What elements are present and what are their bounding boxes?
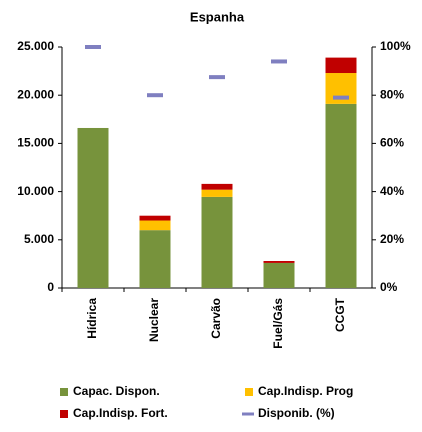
legend-marker (245, 388, 253, 396)
bar-segment (139, 215, 171, 221)
chart-title: Espanha (190, 9, 245, 24)
legend-label: Cap.Indisp. Prog (258, 384, 353, 398)
legend-label: Capac. Dispon. (73, 384, 160, 398)
legend-marker (60, 388, 68, 396)
y2-tick-label: 80% (380, 87, 404, 101)
x-tick-label: CCGT (333, 297, 347, 332)
y2-tick-label: 20% (380, 232, 404, 246)
bar-segment (139, 220, 171, 231)
legend-label: Disponib. (%) (258, 406, 335, 420)
x-tick-label: Nuclear (147, 298, 161, 342)
bar-segment (139, 230, 171, 288)
y2-tick-label: 60% (380, 136, 404, 150)
y-tick-label: 10.000 (17, 184, 54, 198)
y-tick-label: 20.000 (17, 87, 54, 101)
x-tick-label: Hídrica (85, 298, 99, 339)
bar-segment (263, 262, 295, 288)
legend-marker (60, 410, 68, 418)
y2-tick-label: 40% (380, 184, 404, 198)
legend-label: Cap.Indisp. Fort. (73, 406, 168, 420)
bar-segment (325, 103, 357, 288)
y2-tick-label: 100% (380, 39, 411, 53)
bar-segment (325, 57, 357, 74)
y-tick-label: 25.000 (17, 39, 54, 53)
x-tick-label: Carvão (209, 298, 223, 339)
y-tick-label: 15.000 (17, 136, 54, 150)
bar-segment (201, 189, 233, 197)
y-tick-label: 5.000 (24, 232, 54, 246)
bar-segment (77, 127, 109, 288)
y2-tick-label: 0% (380, 280, 398, 294)
bar-segment (263, 261, 295, 263)
bar-segment (201, 196, 233, 288)
y-tick-label: 0 (47, 280, 54, 294)
x-tick-label: Fuel/Gás (271, 298, 285, 349)
bar-segment (201, 183, 233, 190)
